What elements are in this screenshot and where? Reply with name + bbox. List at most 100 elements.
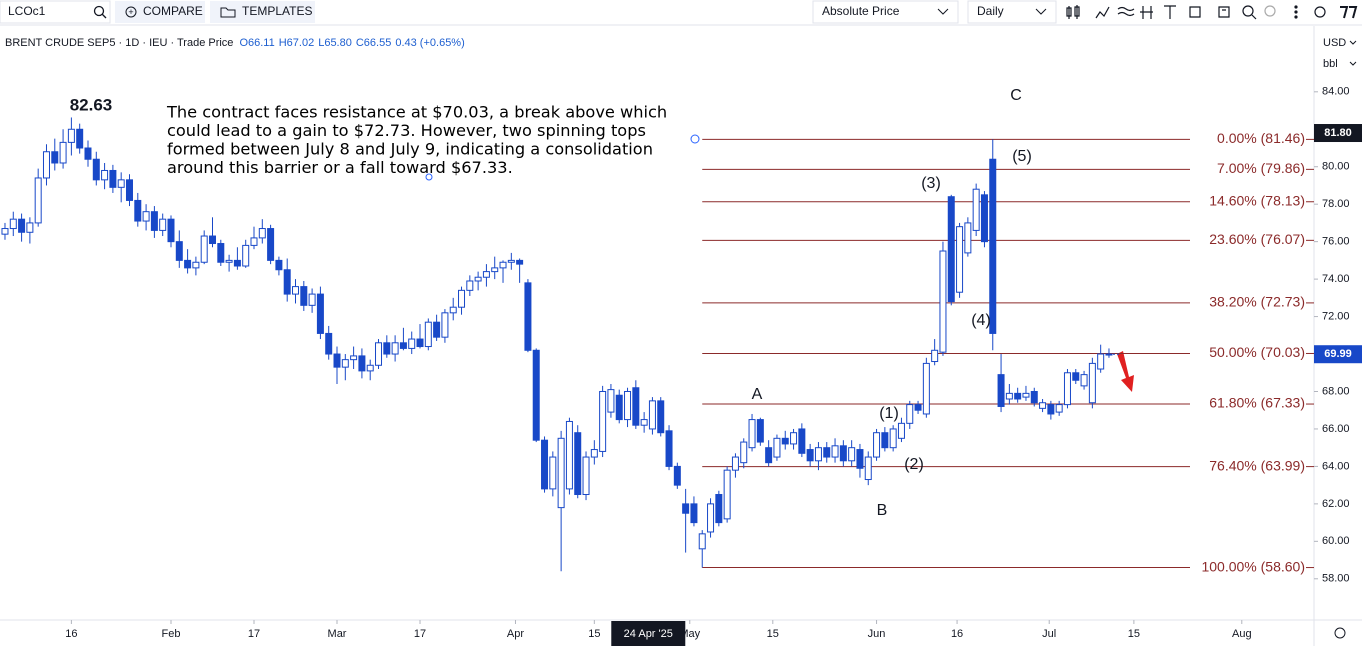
compare-label[interactable]: COMPARE bbox=[143, 4, 203, 18]
drawing-handle[interactable] bbox=[690, 134, 700, 144]
y-tick-label: 68.00 bbox=[1322, 385, 1350, 397]
currency[interactable]: USD bbox=[1323, 37, 1346, 49]
templates-icon[interactable] bbox=[220, 7, 236, 18]
price-mode[interactable]: Absolute Price bbox=[822, 4, 900, 18]
candle-body bbox=[458, 289, 466, 308]
y-tick-label: 80.00 bbox=[1322, 161, 1350, 173]
unit[interactable]: bbl bbox=[1323, 58, 1338, 70]
candle-body bbox=[67, 128, 75, 143]
candle-body bbox=[424, 321, 432, 348]
fib-label: 50.00% (70.03) bbox=[1209, 344, 1305, 360]
templates-button[interactable] bbox=[210, 1, 315, 23]
templates-label[interactable]: TEMPLATES bbox=[242, 4, 312, 18]
candle-body bbox=[208, 235, 216, 245]
wave-label: (3) bbox=[921, 175, 941, 192]
toolbar-icons[interactable] bbox=[1066, 5, 1358, 20]
candle-body bbox=[740, 441, 748, 464]
candle-body bbox=[723, 469, 731, 520]
commentary-line: could lead to a gain to $72.73. However,… bbox=[167, 121, 646, 140]
candle-body bbox=[657, 400, 665, 434]
candle-body bbox=[217, 243, 225, 263]
candle-body bbox=[399, 342, 407, 349]
candle-body bbox=[391, 342, 399, 355]
x-tick-label: 15 bbox=[767, 628, 779, 640]
legend-title: BRENT CRUDE SEP5 bbox=[5, 37, 115, 49]
candle-body bbox=[499, 261, 507, 269]
candle-body bbox=[408, 338, 416, 349]
candle-body bbox=[358, 355, 366, 372]
dropdown-arrow[interactable] bbox=[1349, 61, 1357, 66]
candle-body bbox=[1005, 392, 1013, 400]
candle-body bbox=[997, 374, 1005, 407]
crosshair-label: 24 Apr '25 bbox=[624, 628, 673, 640]
candle-body bbox=[906, 404, 914, 424]
wave-label: A bbox=[752, 386, 763, 403]
symbol[interactable]: LCOc1 bbox=[8, 4, 46, 18]
candle-body bbox=[1097, 353, 1105, 370]
candle-body bbox=[51, 151, 59, 164]
candle-body bbox=[167, 218, 175, 243]
candle-body bbox=[632, 387, 640, 426]
legend-high: H67.02 bbox=[279, 37, 314, 49]
candle-body bbox=[441, 312, 449, 338]
candle-body bbox=[507, 259, 515, 263]
wave-label: (4) bbox=[971, 312, 991, 329]
candle-body bbox=[939, 250, 947, 353]
candle-body bbox=[889, 428, 897, 449]
candle-body bbox=[790, 432, 798, 445]
compare-icon[interactable]: + bbox=[128, 7, 133, 17]
search-icon[interactable] bbox=[93, 5, 105, 17]
interval[interactable]: Daily bbox=[977, 4, 1004, 18]
candle-body bbox=[482, 271, 490, 278]
candle-body bbox=[516, 259, 524, 265]
compare-icon[interactable] bbox=[125, 6, 137, 18]
dropdown-arrow[interactable] bbox=[1035, 8, 1047, 15]
candle-body bbox=[931, 349, 939, 363]
wave-label: B bbox=[877, 502, 888, 519]
candle-body bbox=[92, 158, 100, 181]
candle-body bbox=[242, 244, 250, 267]
candle-body bbox=[607, 389, 615, 413]
candle-body bbox=[34, 177, 42, 224]
candle-body bbox=[159, 218, 167, 231]
candle-body bbox=[175, 241, 183, 261]
y-tick-label: 64.00 bbox=[1322, 460, 1350, 472]
legend-close: C66.55 bbox=[356, 37, 391, 49]
settings-icon[interactable] bbox=[1334, 627, 1346, 639]
y-tick-label: 84.00 bbox=[1322, 86, 1350, 98]
candle-body bbox=[549, 456, 557, 490]
candle-body bbox=[184, 259, 192, 269]
search-icon[interactable] bbox=[101, 13, 107, 19]
candle-body bbox=[308, 293, 316, 306]
symbol-search[interactable] bbox=[0, 0, 111, 24]
candle-body bbox=[192, 261, 200, 269]
candle-body bbox=[773, 437, 781, 458]
candle-body bbox=[267, 228, 275, 261]
x-tick-label: 16 bbox=[65, 628, 77, 640]
currency-button[interactable] bbox=[1318, 33, 1358, 53]
price-tag: 81.80 bbox=[1324, 127, 1352, 139]
candle-body bbox=[947, 196, 955, 303]
legend-source: Trade Price bbox=[177, 37, 233, 49]
dropdown-arrow[interactable] bbox=[937, 8, 949, 15]
fib-label: 7.00% (79.86) bbox=[1217, 160, 1305, 176]
candle-body bbox=[707, 503, 715, 533]
x-tick-label: 17 bbox=[414, 628, 426, 640]
candle-body bbox=[1022, 392, 1030, 398]
candle-body bbox=[18, 218, 26, 233]
price-mode-dropdown[interactable] bbox=[812, 0, 959, 24]
dropdown-arrow[interactable] bbox=[1349, 40, 1357, 45]
crosshair-label-bg bbox=[611, 621, 686, 646]
interval-dropdown[interactable] bbox=[967, 0, 1057, 24]
candle-body bbox=[972, 188, 980, 231]
candle-body bbox=[341, 359, 349, 368]
candle-body bbox=[848, 447, 856, 462]
compare-button[interactable] bbox=[115, 1, 205, 23]
wave-label: C bbox=[1010, 87, 1022, 104]
candle-body bbox=[9, 218, 17, 230]
candle-body bbox=[316, 293, 324, 334]
candle-body bbox=[275, 259, 283, 271]
drawing-handle[interactable] bbox=[425, 173, 433, 181]
